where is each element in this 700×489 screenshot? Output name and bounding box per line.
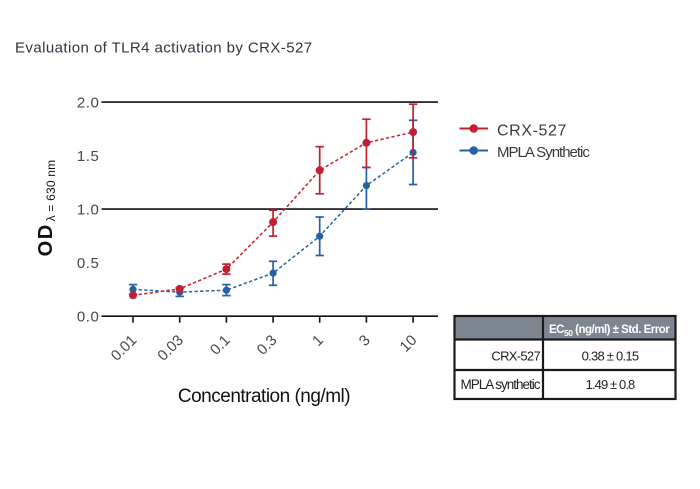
svg-text:0.0: 0.0 — [77, 308, 100, 325]
svg-text:EC50 (ng/ml) ± Std. Error: EC50 (ng/ml) ± Std. Error — [549, 324, 670, 338]
svg-text:0.38 ± 0.15: 0.38 ± 0.15 — [582, 349, 639, 364]
svg-text:Concentration (ng/ml): Concentration (ng/ml) — [178, 386, 350, 407]
svg-text:1.0: 1.0 — [77, 201, 100, 218]
svg-text:1.49 ± 0.8: 1.49 ± 0.8 — [586, 377, 635, 392]
svg-text:ODλ = 630 nm: ODλ = 630 nm — [35, 160, 58, 257]
svg-text:1.5: 1.5 — [77, 148, 100, 165]
svg-text:2.0: 2.0 — [77, 94, 100, 111]
svg-text:MPLA Synthetic: MPLA Synthetic — [497, 144, 590, 161]
svg-text:CRX-527: CRX-527 — [491, 349, 540, 364]
svg-text:Evaluation of TLR4 activation: Evaluation of TLR4 activation by CRX-527 — [15, 40, 313, 57]
svg-text:0.5: 0.5 — [77, 255, 100, 272]
svg-text:MPLA synthetic: MPLA synthetic — [461, 377, 541, 392]
svg-text:CRX-527: CRX-527 — [497, 123, 567, 140]
